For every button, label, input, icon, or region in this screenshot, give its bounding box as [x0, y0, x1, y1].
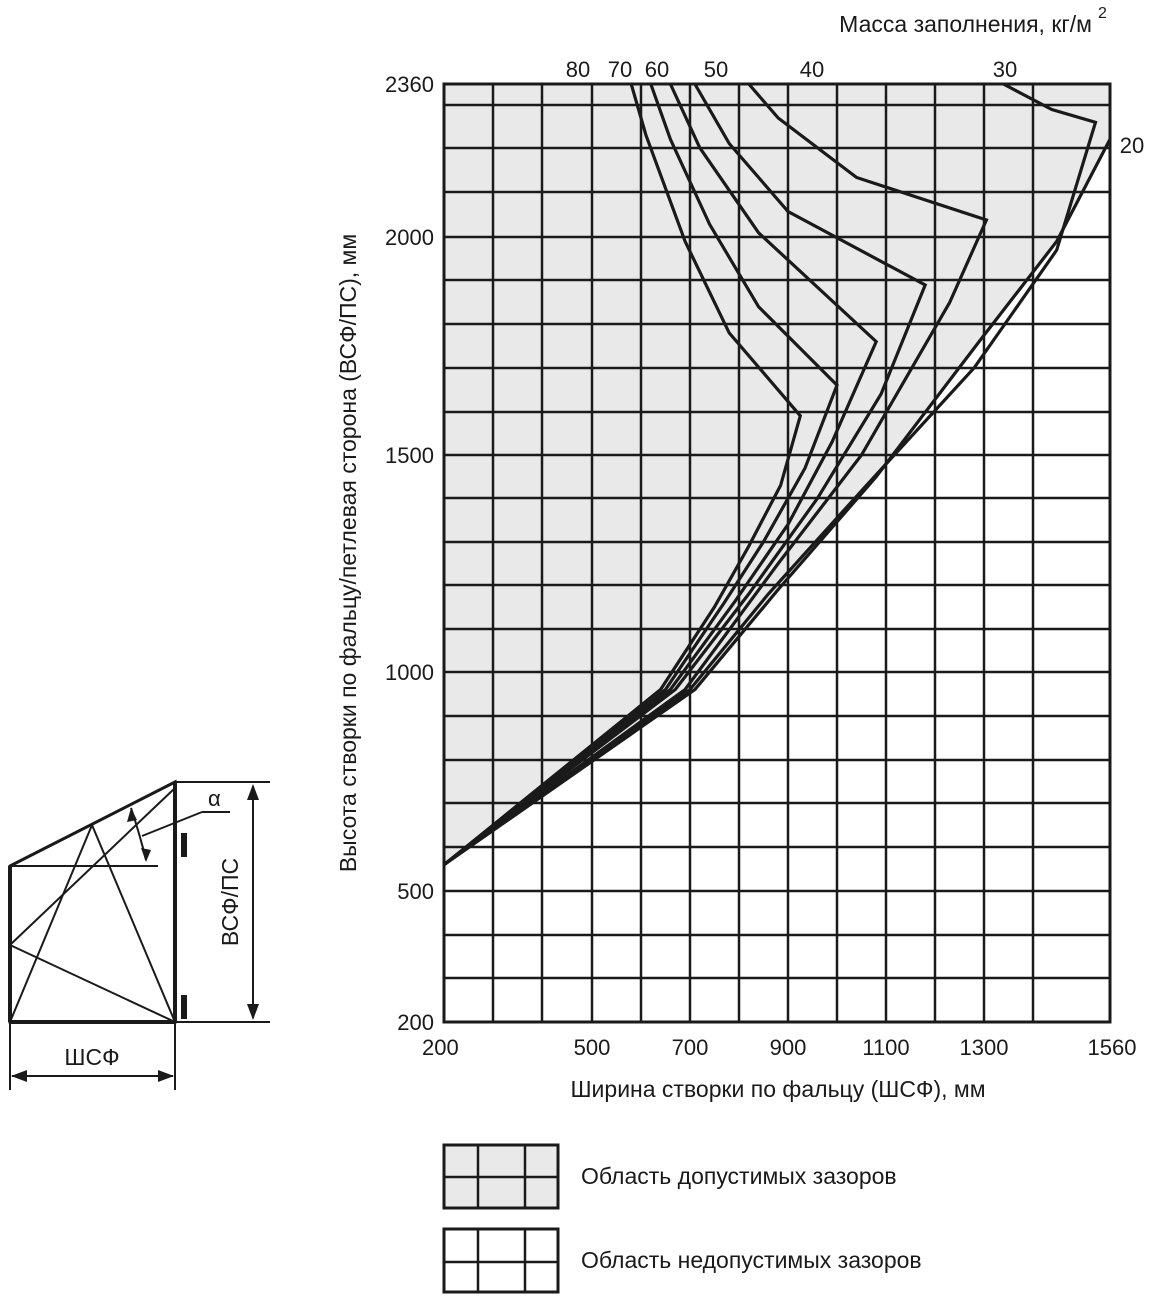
series-label-30: 30 [993, 57, 1017, 82]
y-tick-label: 200 [397, 1010, 434, 1035]
series-line-60 [443, 83, 879, 866]
tick-layer: 200 500 700 900 1100 1300 1560 200 500 1000 1500 20… [385, 72, 1136, 1060]
series-line-80 [442, 83, 803, 866]
series-line-30 [443, 82, 1098, 867]
x-tick-label: 700 [672, 1035, 709, 1060]
series-label-20: 20 [1120, 133, 1144, 158]
chart-title-superscript: 2 [1098, 5, 1107, 22]
width-dimension-label: ШСФ [64, 1044, 119, 1070]
x-tick-label: 900 [770, 1035, 807, 1060]
legend-item-permissible: Область допустимых зазоров [442, 1143, 897, 1210]
y-tick-label: 1000 [385, 660, 434, 685]
x-tick-label: 1560 [1088, 1035, 1137, 1060]
series-line-50 [443, 83, 928, 866]
opening-line-2 [91, 824, 176, 1023]
height-arrow-top [247, 784, 259, 800]
series-label-60: 60 [645, 57, 669, 82]
curve-layer [442, 82, 1112, 867]
window-sash-diagram: α ВСФ/ПС ШСФ [8, 779, 270, 1090]
plot-frame [442, 82, 1112, 1024]
x-tick-label: 1100 [862, 1035, 909, 1060]
series-label-50: 50 [704, 57, 728, 82]
angle-arrow-top [127, 808, 137, 822]
series-line-70 [443, 83, 839, 866]
chart-title-text: Масса заполнения, кг/м [839, 11, 1092, 37]
y-tick-label: 2000 [385, 225, 434, 250]
hinge-mark-top [181, 833, 187, 857]
legend-label-impermissible: Область недопустимых зазоров [581, 1247, 922, 1273]
hinge-mark-bottom [181, 995, 187, 1019]
x-tick-label: 1300 [960, 1035, 1009, 1060]
series-line-20 [443, 138, 1112, 867]
angle-leader-line [141, 811, 203, 837]
series-line-40 [443, 82, 989, 866]
x-tick-label: 500 [574, 1035, 611, 1060]
height-dimension-label: ВСФ/ПС [217, 858, 243, 946]
angle-arrow-bottom [141, 848, 151, 862]
x-tick-label: 200 [422, 1035, 459, 1060]
chart-title: Масса заполнения, кг/м [839, 11, 1092, 37]
legend-swatch-impermissible [442, 1227, 560, 1294]
opening-line-4 [9, 944, 176, 1023]
width-arrow-left [11, 1070, 27, 1082]
legend-item-impermissible: Область недопустимых зазоров [442, 1227, 922, 1294]
width-arrow-right [158, 1070, 174, 1082]
y-tick-label: 2360 [385, 72, 434, 97]
opening-line-1 [9, 824, 93, 1023]
angle-label: α [208, 786, 221, 811]
sash-outline [8, 779, 177, 1024]
series-label-layer: 80 70 60 50 40 30 20 [566, 57, 1144, 158]
legend-label-permissible: Область допустимых зазоров [581, 1163, 897, 1189]
y-tick-label: 500 [397, 879, 434, 904]
series-label-80: 80 [566, 57, 590, 82]
x-axis-title: Ширина створки по фальцу (ШСФ), мм [570, 1076, 985, 1102]
series-label-70: 70 [608, 57, 632, 82]
series-label-40: 40 [800, 57, 824, 82]
y-axis-title: Высота створки по фальцу/петлевая сторон… [335, 234, 361, 872]
grid-layer [442, 82, 1112, 1024]
legend: Область допустимых зазоров Область недоп… [442, 1143, 922, 1294]
height-arrow-bottom [247, 1004, 259, 1020]
y-tick-label: 1500 [385, 443, 434, 468]
